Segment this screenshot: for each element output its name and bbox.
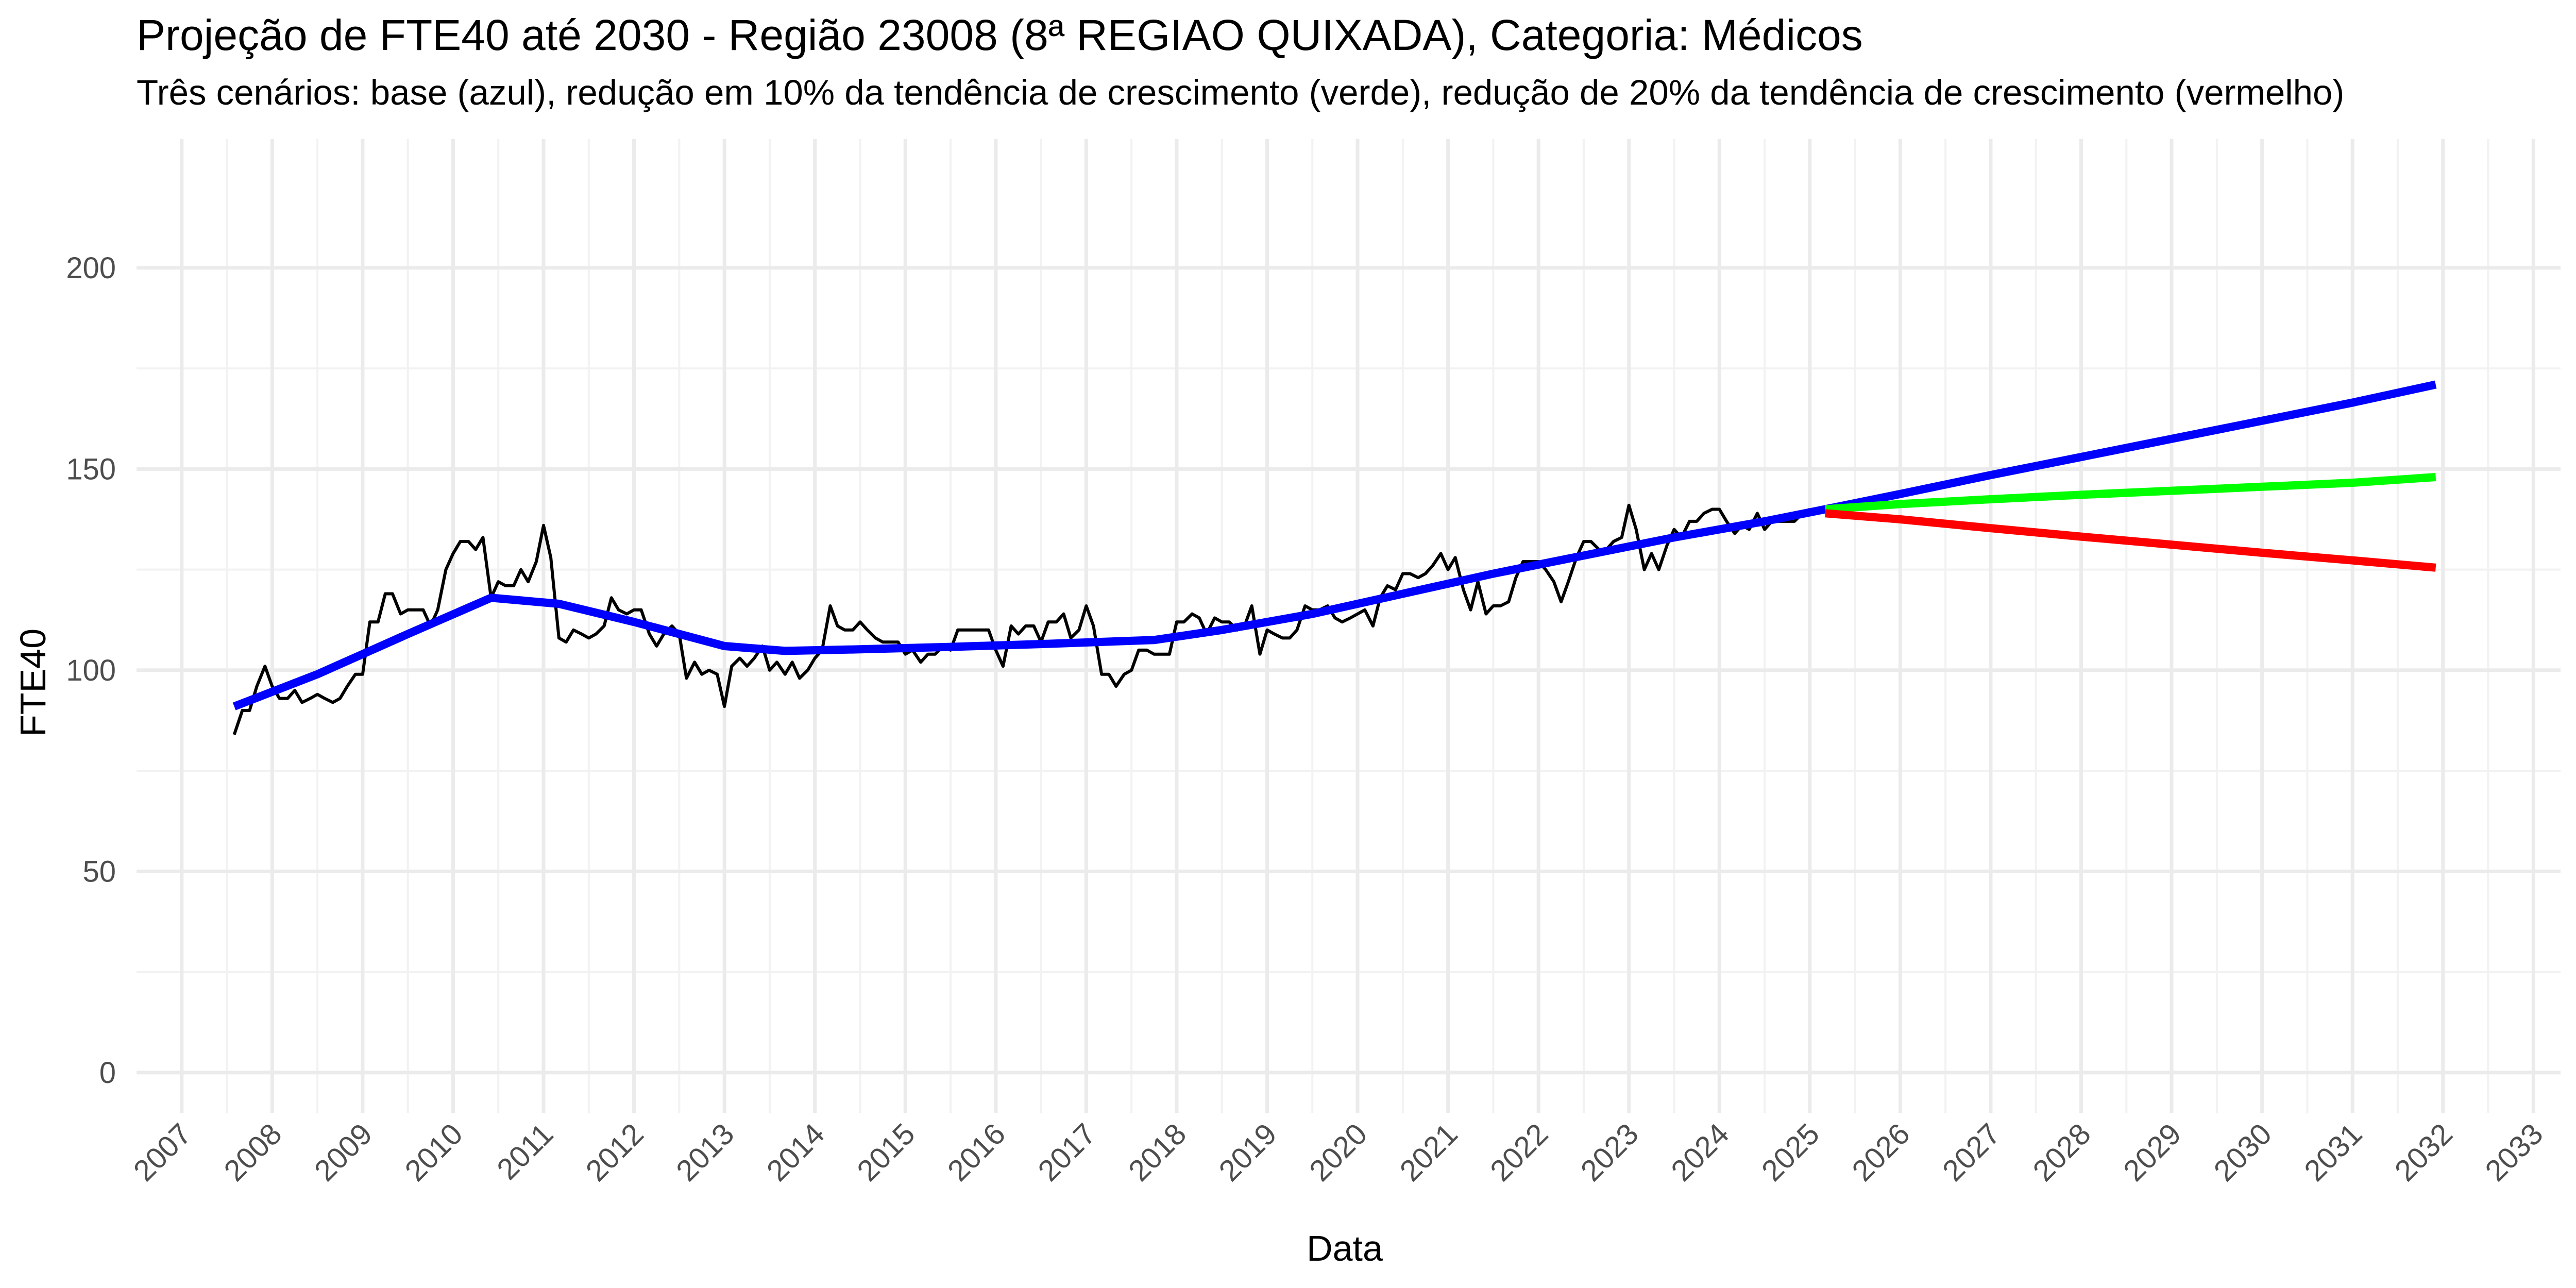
y-tick-label: 150	[66, 452, 116, 486]
x-tick-label: 2007	[127, 1117, 198, 1188]
series-observed-line	[232, 503, 1811, 735]
x-tick-label: 2011	[490, 1117, 560, 1186]
x-tick-label: 2023	[1574, 1117, 1645, 1188]
x-tick-label: 2009	[308, 1117, 379, 1188]
series-red-line	[1825, 509, 2436, 572]
x-tick-label: 2029	[2117, 1117, 2188, 1188]
y-tick-label: 200	[66, 251, 116, 285]
x-axis-title: Data	[1307, 1228, 1383, 1268]
series-lines	[232, 380, 2437, 735]
x-tick-label: 2015	[851, 1117, 921, 1188]
x-tick-label: 2012	[580, 1117, 650, 1188]
x-tick-label: 2017	[1031, 1117, 1102, 1188]
x-tick-label: 2019	[1212, 1117, 1283, 1188]
x-tick-label: 2022	[1484, 1117, 1554, 1188]
x-tick-label: 2024	[1665, 1117, 1735, 1188]
y-axis-title: FTE40	[13, 629, 53, 737]
x-tick-label: 2030	[2208, 1117, 2278, 1188]
axis-labels: 0 50 100 150 200 2007 2008 2009 2010 2011 2012 2013…	[66, 251, 2549, 1188]
series-green-line	[1825, 473, 2436, 514]
x-tick-label: 2021	[1394, 1117, 1464, 1188]
x-tick-label: 2020	[1303, 1117, 1374, 1188]
x-tick-label: 2018	[1122, 1117, 1193, 1188]
x-tick-label: 2016	[941, 1117, 1012, 1188]
y-tick-label: 100	[66, 654, 116, 687]
x-tick-label: 2032	[2388, 1117, 2459, 1188]
x-tick-label: 2027	[1936, 1117, 2007, 1188]
x-tick-label: 2010	[398, 1117, 469, 1188]
x-tick-label: 2033	[2479, 1117, 2549, 1188]
chart-subtitle: Três cenários: base (azul), redução em 1…	[137, 73, 2345, 112]
chart-title: Projeção de FTE40 até 2030 - Região 2300…	[137, 11, 1863, 59]
y-tick-label: 0	[99, 1056, 116, 1090]
x-tick-label: 2008	[217, 1117, 288, 1188]
series-base-line	[232, 380, 2437, 710]
x-tick-label: 2031	[2298, 1117, 2368, 1188]
x-tick-label: 2025	[1755, 1117, 1826, 1188]
x-tick-label: 2013	[670, 1117, 740, 1188]
x-tick-label: 2014	[760, 1117, 831, 1188]
y-tick-label: 50	[82, 855, 116, 888]
x-tick-label: 2026	[1845, 1117, 1916, 1188]
x-tick-label: 2028	[2027, 1117, 2097, 1188]
grid-lines	[137, 139, 2561, 1113]
